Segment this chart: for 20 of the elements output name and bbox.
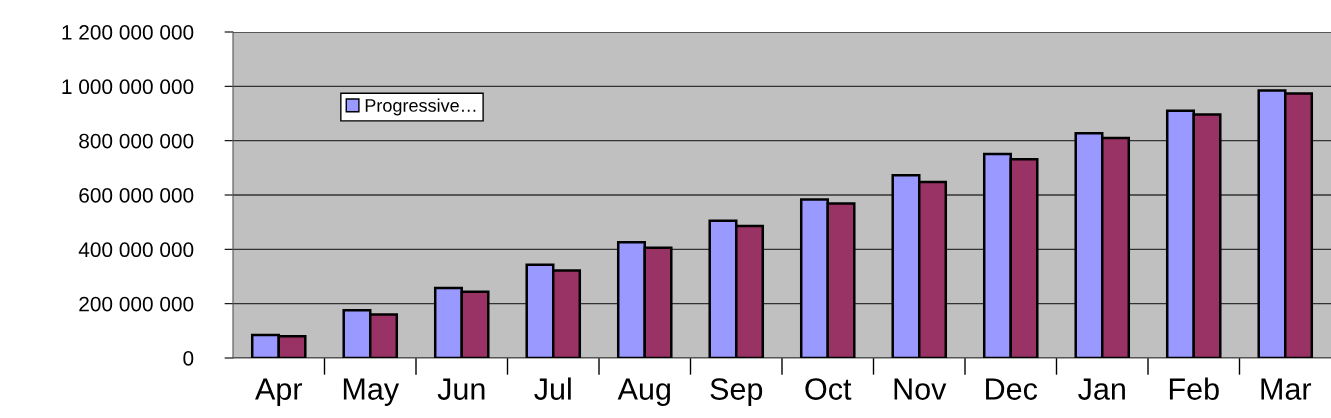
legend-label: Progressive…: [365, 98, 476, 116]
x-tick-label: Jun: [437, 378, 485, 400]
x-tick-label: Oct: [805, 378, 852, 400]
x-tick-label: Jan: [1078, 378, 1125, 400]
x-tick-label: Dec: [986, 378, 1038, 400]
y-tick-label: 600 000 000: [79, 188, 194, 203]
y-tick-label: 1 000 000 000: [62, 79, 194, 95]
x-tick-label: Feb: [1169, 377, 1219, 400]
y-tick-label: 200 000 000: [79, 296, 194, 312]
y-tick-label: 800 000 000: [79, 133, 194, 149]
x-tick-label: May: [343, 378, 400, 406]
x-tick-label: Mar: [1261, 378, 1312, 400]
x-tick-label: Sep: [710, 378, 763, 406]
y-tick-label: 0: [183, 351, 194, 366]
x-tick-label: Jul: [534, 377, 571, 400]
y-tick-label: 1 200 000 000: [62, 25, 194, 40]
x-tick-label: Aug: [617, 378, 670, 406]
x-tick-label: Nov: [894, 378, 947, 400]
x-tick-label: Apr: [255, 378, 303, 406]
y-tick-label: 400 000 000: [78, 242, 194, 258]
